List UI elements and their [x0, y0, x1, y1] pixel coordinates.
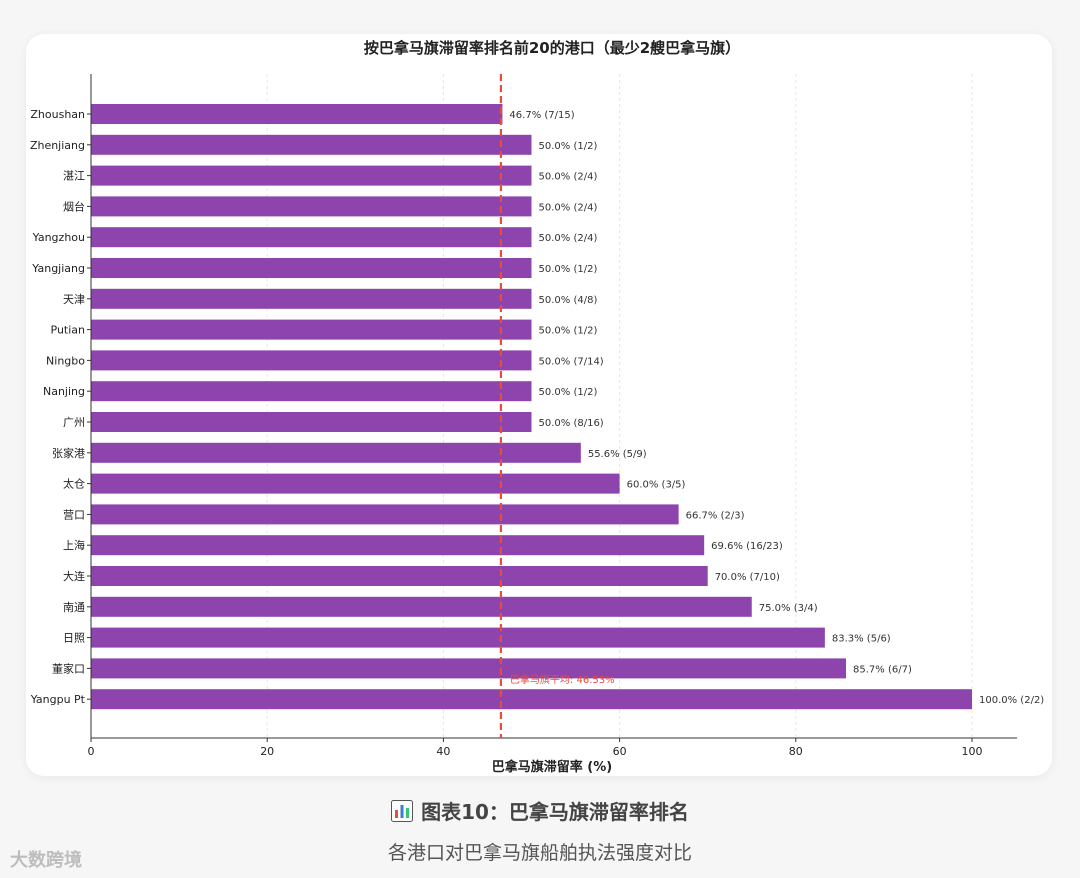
y-tick-label: Zhenjiang — [30, 139, 85, 152]
figure-caption: 图表10：巴拿马旗滞留率排名 — [0, 796, 1080, 827]
bar — [91, 227, 532, 248]
y-tick-label: 上海 — [63, 538, 85, 552]
bar — [91, 442, 581, 463]
bar — [91, 134, 532, 155]
y-tick-label: 南通 — [63, 601, 85, 614]
y-tick-label: 营口 — [63, 507, 85, 521]
y-tick-label: 天津 — [63, 293, 85, 306]
data-label: 55.6% (5/9) — [588, 449, 647, 460]
y-tick-label: Yangjiang — [31, 262, 85, 275]
bar — [91, 658, 847, 679]
bar — [91, 535, 705, 556]
chart-card — [26, 34, 1052, 776]
x-tick-label: 60 — [613, 745, 627, 758]
data-label: 60.0% (3/5) — [627, 480, 686, 491]
bar — [91, 258, 532, 278]
y-tick-label: Yangpu Pt — [30, 693, 86, 706]
data-label: 50.0% (1/2) — [539, 326, 598, 337]
bar — [91, 196, 532, 217]
y-tick-label: 张家港 — [52, 446, 85, 460]
category-labels: Zhoushan 46.7% (7/15) Zhenjiang 50.0% (1/2)… — [30, 108, 1045, 706]
y-tick-label: Zhoushan — [30, 108, 85, 121]
bar — [91, 165, 532, 186]
data-label: 50.0% (1/2) — [539, 141, 598, 152]
data-label: 50.0% (1/2) — [539, 264, 598, 275]
bar — [91, 350, 532, 371]
data-label: 69.6% (16/23) — [711, 541, 783, 552]
bar — [91, 566, 708, 586]
data-label: 85.7% (6/7) — [853, 664, 912, 675]
data-label: 46.7% (7/15) — [509, 110, 574, 121]
bar — [91, 627, 825, 648]
bar — [91, 412, 532, 432]
y-tick-label: Yangzhou — [32, 231, 85, 244]
bars — [91, 104, 972, 710]
data-label: 50.0% (7/14) — [539, 356, 604, 367]
x-tick-label: 20 — [260, 745, 274, 758]
caption-subtitle: 各港口对巴拿马旗船舶执法强度对比 — [387, 842, 692, 864]
bar-chart-icon — [391, 800, 414, 827]
y-tick-label: 广州 — [63, 416, 85, 429]
y-tick-label: Putian — [51, 324, 86, 337]
y-tick-label: 大连 — [63, 569, 85, 583]
y-tick-label: 日照 — [63, 632, 85, 645]
caption-title: 图表10：巴拿马旗滞留率排名 — [421, 800, 689, 824]
data-label: 50.0% (2/4) — [539, 233, 598, 244]
y-tick-label: Ningbo — [46, 354, 85, 367]
bar — [91, 381, 532, 402]
data-label: 50.0% (2/4) — [539, 202, 598, 213]
axes: 0 20 40 60 80 100 — [87, 74, 1017, 758]
bar — [91, 319, 532, 340]
average-line-label: 巴拿马旗平均: 46.53% — [510, 673, 615, 686]
data-label: 75.0% (3/4) — [759, 603, 818, 614]
bar — [91, 104, 503, 124]
x-tick-label: 80 — [789, 745, 803, 758]
bar — [91, 473, 620, 494]
data-label: 66.7% (2/3) — [686, 510, 745, 521]
chart-title: 按巴拿马旗滞留率排名前20的港口（最少2艘巴拿马旗） — [364, 39, 740, 57]
y-tick-label: Nanjing — [43, 385, 85, 398]
y-tick-label: 烟台 — [63, 199, 85, 213]
data-label: 100.0% (2/2) — [979, 695, 1044, 706]
bar — [91, 689, 972, 710]
bar-chart: 按巴拿马旗滞留率排名前20的港口（最少2艘巴拿马旗） Zhoushan 46.7%… — [30, 39, 1045, 775]
y-tick-label: 湛江 — [63, 170, 85, 183]
y-tick-label: 太仓 — [63, 477, 85, 491]
x-axis-label: 巴拿马旗滞留率 (%) — [492, 759, 612, 775]
reference-line: 巴拿马旗平均: 46.53% — [499, 74, 615, 738]
data-label: 50.0% (8/16) — [539, 418, 604, 429]
x-tick-label: 40 — [436, 745, 450, 758]
x-tick-label: 100 — [962, 745, 983, 758]
data-label: 70.0% (7/10) — [715, 572, 780, 583]
bar — [91, 504, 679, 525]
data-label: 50.0% (2/4) — [539, 172, 598, 183]
x-tick-label: 0 — [88, 745, 95, 758]
data-label: 83.3% (5/6) — [832, 634, 891, 645]
data-label: 50.0% (1/2) — [539, 387, 598, 398]
watermark: 大数跨境 — [10, 850, 82, 871]
y-tick-label: 董家口 — [52, 661, 85, 675]
bar — [91, 288, 532, 309]
data-label: 50.0% (4/8) — [539, 295, 598, 306]
bar — [91, 596, 752, 617]
